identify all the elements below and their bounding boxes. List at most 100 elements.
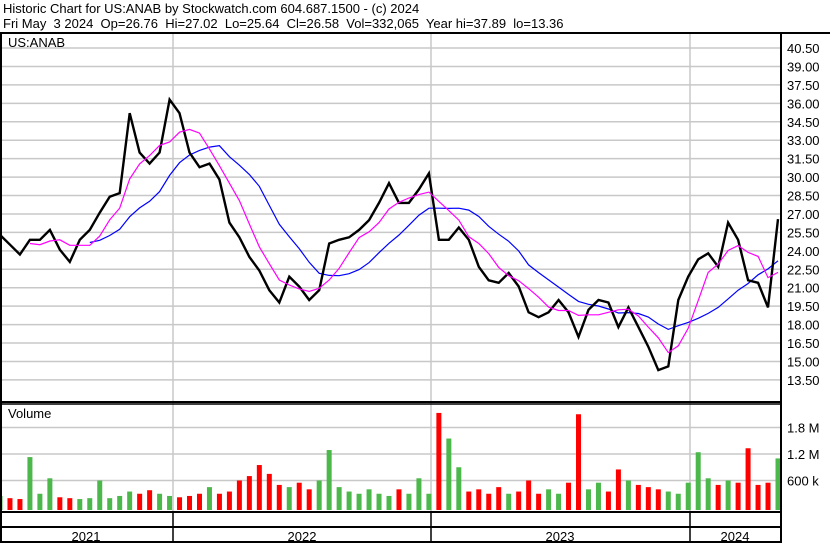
volume-bar <box>436 412 442 510</box>
price-tick-label: 24.00 <box>787 244 820 259</box>
price-tick-label: 33.00 <box>787 133 820 148</box>
year-label: 2021 <box>72 529 101 543</box>
volume-bar <box>177 497 183 510</box>
volume-bar <box>745 448 751 510</box>
volume-bar <box>296 482 302 510</box>
price-axis-labels: 40.50 39.00 37.50 36.00 34.50 33.00 31.50 30.00… <box>787 41 820 388</box>
volume-bar <box>226 491 232 510</box>
year-axis-labels: 2021 2022 2023 2024 <box>72 529 750 543</box>
volume-bar <box>37 493 43 510</box>
gridlines <box>2 33 781 543</box>
volume-bar <box>585 489 591 510</box>
volume-bar <box>466 491 472 510</box>
price-tick-label: 18.00 <box>787 318 820 333</box>
volume-bar <box>216 493 222 510</box>
volume-bar <box>246 476 252 510</box>
volume-bar <box>316 480 322 510</box>
price-tick-label: 31.50 <box>787 152 820 167</box>
volume-bar <box>635 484 641 510</box>
price-tick-label: 27.00 <box>787 207 820 222</box>
volume-bar <box>346 491 352 510</box>
volume-bar <box>336 487 342 510</box>
price-tick-label: 39.00 <box>787 59 820 74</box>
volume-bar <box>117 495 123 510</box>
price-line <box>0 96 780 372</box>
volume-bar <box>655 489 661 510</box>
volume-bar <box>196 493 202 510</box>
price-tick-label: 21.00 <box>787 281 820 296</box>
volume-bars <box>0 412 781 510</box>
volume-bar <box>526 480 532 510</box>
volume-bar <box>556 493 562 510</box>
price-tick-label: 22.50 <box>787 262 820 277</box>
price-tick-label: 30.00 <box>787 170 820 185</box>
volume-bar <box>645 487 651 510</box>
volume-bar <box>546 489 552 510</box>
volume-bar <box>137 493 143 510</box>
volume-bar <box>675 493 681 510</box>
volume-label: Volume <box>8 406 51 421</box>
volume-tick-label: 1.2 M <box>787 447 820 462</box>
price-tick-label: 15.00 <box>787 354 820 369</box>
volume-bar <box>615 469 621 510</box>
volume-bar <box>97 480 103 510</box>
volume-bar <box>536 493 542 510</box>
volume-bar <box>715 484 721 510</box>
volume-tick-label: 1.8 M <box>787 421 820 436</box>
chart-frame <box>0 32 830 543</box>
year-label: 2022 <box>288 529 317 543</box>
volume-bar <box>276 484 282 510</box>
volume-bar <box>416 478 422 510</box>
price-tick-label: 40.50 <box>787 41 820 56</box>
price-tick-label: 34.50 <box>787 115 820 130</box>
volume-bar <box>167 495 173 510</box>
volume-bar <box>87 498 93 510</box>
volume-bar <box>625 480 631 510</box>
price-tick-label: 28.50 <box>787 189 820 204</box>
volume-bar <box>286 487 292 510</box>
volume-bar <box>765 482 771 510</box>
price-tick-label: 19.50 <box>787 299 820 314</box>
volume-bar <box>446 438 452 510</box>
volume-bar <box>605 491 611 510</box>
volume-bar <box>775 458 781 510</box>
volume-bar <box>396 489 402 510</box>
volume-bar <box>326 450 332 510</box>
volume-tick-label: 600 k <box>787 474 819 489</box>
volume-bar <box>266 473 272 510</box>
volume-bar <box>566 482 572 510</box>
volume-bar <box>127 491 133 510</box>
volume-bar <box>236 480 242 510</box>
volume-bar <box>47 478 53 510</box>
volume-bar <box>506 493 512 510</box>
volume-bar <box>725 480 731 510</box>
volume-bar <box>516 491 522 510</box>
volume-bar <box>406 493 412 510</box>
volume-bar <box>67 498 73 510</box>
chart-title: Historic Chart for US:ANAB by Stockwatch… <box>3 1 420 16</box>
volume-bar <box>595 482 601 510</box>
volume-bar <box>576 414 582 510</box>
volume-axis-labels: 1.8 M 1.2 M 600 k <box>787 421 820 489</box>
year-label: 2024 <box>721 529 750 543</box>
volume-bar <box>256 465 262 510</box>
volume-bar <box>147 490 153 510</box>
volume-bar <box>306 489 312 510</box>
volume-bar <box>685 482 691 510</box>
volume-bar <box>187 495 193 510</box>
volume-bar <box>476 489 482 510</box>
year-label: 2023 <box>546 529 575 543</box>
volume-bar <box>7 498 13 510</box>
volume-bar <box>386 495 392 510</box>
volume-bar <box>426 493 432 510</box>
volume-bar <box>695 452 701 510</box>
volume-bar <box>366 489 372 510</box>
volume-bar <box>456 467 462 510</box>
price-tick-label: 36.00 <box>787 96 820 111</box>
volume-bar <box>157 493 163 510</box>
volume-bar <box>496 487 502 510</box>
volume-bar <box>755 484 761 510</box>
price-tick-label: 16.50 <box>787 336 820 351</box>
volume-bar <box>107 498 113 510</box>
